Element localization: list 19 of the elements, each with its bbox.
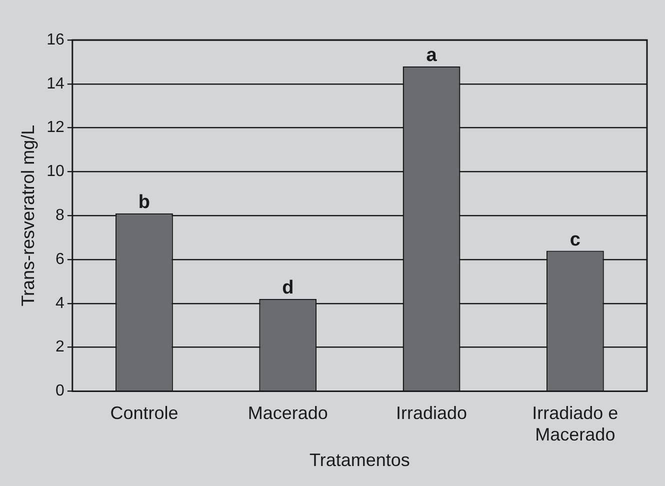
y-tick-label: 14 (46, 75, 64, 92)
y-tick-label: 6 (55, 250, 64, 268)
annotation: c (570, 229, 581, 250)
y-tick-label: 4 (55, 294, 64, 312)
x-tick-label: Controle (110, 402, 178, 423)
y-axis-title: Trans-resveratrol mg/L (18, 124, 38, 306)
x-tick-label: Irradiado (396, 402, 468, 423)
y-tick-label: 2 (55, 338, 64, 356)
annotation: d (282, 278, 294, 299)
annotation: b (138, 192, 150, 214)
y-tick-label: 12 (46, 119, 64, 136)
y-tick-label: 8 (55, 207, 64, 224)
y-tick-label: 16 (46, 31, 64, 48)
annotation: a (426, 45, 438, 66)
x-tick-label: Macerado (248, 402, 328, 423)
x-tick-label: Irradiado e Macerado (532, 402, 618, 445)
y-tick-label: 10 (46, 163, 64, 180)
x-axis-title: Tratamentos (310, 450, 410, 470)
y-tick-label: 0 (55, 382, 64, 400)
